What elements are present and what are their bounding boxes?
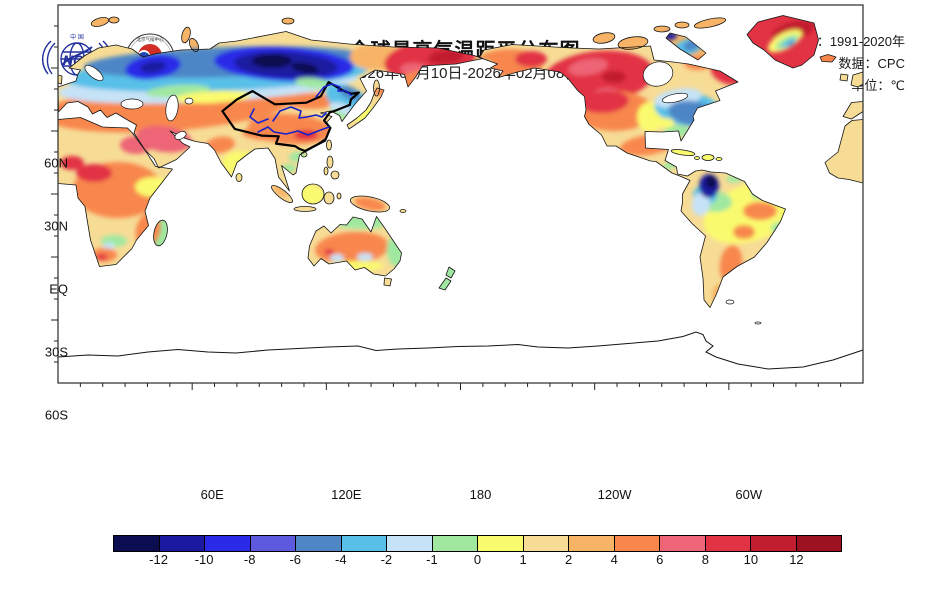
colorbar-tick-0: 0 — [473, 552, 482, 567]
colorbar-tick-4: 4 — [610, 552, 618, 567]
colorbar-segment-6 — [387, 536, 433, 551]
colorbar-segment-12 — [660, 536, 706, 551]
lon-tick-label-60W: 60W — [735, 487, 763, 502]
colorbar-segment-13 — [705, 536, 751, 551]
colorbar-segment-8 — [478, 536, 524, 551]
lat-tick-label-60S: 60S — [44, 407, 68, 423]
colorbar-segment-14 — [751, 536, 797, 551]
colorbar-tick-8: 8 — [701, 552, 709, 567]
colorbar-tick--10: -10 — [194, 552, 214, 567]
colorbar-tick-12: 12 — [789, 552, 804, 567]
colorbar-segment-2 — [205, 536, 251, 551]
lon-tick-label-120W: 120W — [597, 487, 632, 502]
colorbar-segment-9 — [523, 536, 569, 551]
colorbar-tick--1: -1 — [426, 552, 438, 567]
ncc-logo-cn-text: 中 国 — [70, 33, 84, 41]
meta-unit: 单位：℃ — [851, 78, 905, 93]
lat-tick-label-EQ: EQ — [49, 281, 68, 297]
bcc-logo-cn-text: 北京气候中心 — [137, 36, 164, 43]
colorbar-tick--8: -8 — [243, 552, 256, 567]
colorbar-segment-3 — [250, 536, 296, 551]
lon-tick-label-180: 180 — [469, 487, 492, 502]
colorbar-tick-6: 6 — [656, 552, 664, 567]
axis-ticks — [51, 25, 842, 390]
china-rivers — [249, 83, 352, 136]
lon-tick-label-60E: 60E — [200, 487, 224, 502]
lat-tick-label-60N: 60N — [44, 155, 68, 171]
colorbar-segment-11 — [614, 536, 660, 551]
colorbar-segment-0 — [114, 536, 160, 551]
colorbar-tick-1: 1 — [519, 552, 527, 567]
lat-tick-label-30N: 30N — [44, 218, 68, 234]
antarctica-coastline — [57, 331, 864, 370]
colorbar-tick--6: -6 — [289, 552, 302, 567]
colorbar-segment-1 — [159, 536, 205, 551]
colorbar-segment-15 — [796, 536, 841, 551]
china-boundary — [221, 81, 360, 153]
lakes — [84, 61, 762, 325]
meta-source: 数据：CPC — [838, 56, 905, 71]
lat-tick-label-30S: 30S — [44, 344, 68, 360]
lon-tick-label-120E: 120E — [331, 487, 362, 502]
colorbar-tick-2: 2 — [565, 552, 573, 567]
colorbar — [113, 535, 842, 552]
colorbar-tick--4: -4 — [335, 552, 347, 567]
colorbar-segment-7 — [432, 536, 478, 551]
colorbar-tick--2: -2 — [380, 552, 393, 567]
colorbar-segment-5 — [341, 536, 387, 551]
colorbar-segment-4 — [296, 536, 342, 551]
colorbar-segment-10 — [569, 536, 615, 551]
colorbar-tick--12: -12 — [149, 552, 168, 567]
colorbar-tick-10: 10 — [743, 552, 759, 567]
